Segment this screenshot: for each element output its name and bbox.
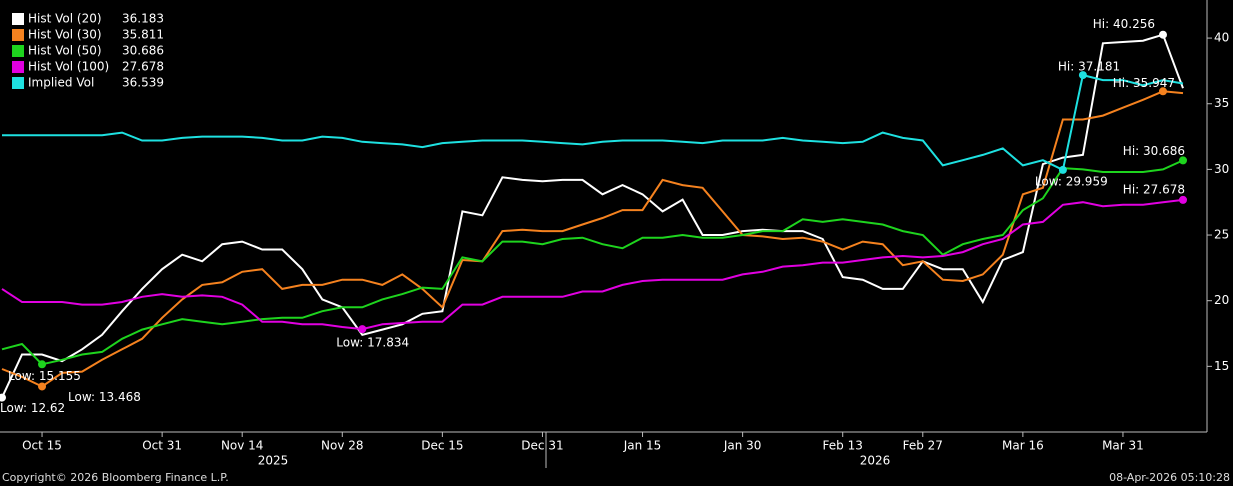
legend-swatch: [12, 29, 24, 41]
extreme-marker: [38, 382, 47, 391]
x-tick-label: Jan 30: [723, 439, 762, 453]
extreme-marker: [0, 393, 6, 402]
x-tick-label: Jan 15: [623, 439, 662, 453]
extreme-label: Hi: 37.181: [1058, 60, 1120, 74]
extreme-label: Hi: 35.947: [1113, 76, 1175, 90]
x-tick-label: Mar 16: [1002, 439, 1044, 453]
extreme-marker: [358, 325, 367, 334]
legend-value: 35.811: [122, 28, 164, 42]
legend-swatch: [12, 77, 24, 89]
extreme-marker: [1158, 87, 1167, 96]
series-line: [1, 159, 1184, 366]
extreme-label: Low: 29.959: [1035, 174, 1108, 188]
extreme-label: Low: 13.468: [68, 390, 141, 404]
y-tick-label: 30: [1214, 162, 1229, 176]
y-tick-label: 25: [1214, 228, 1229, 242]
series-line: [1, 33, 1184, 399]
legend-value: 27.678: [122, 60, 164, 74]
legend-name: Hist Vol (30): [28, 28, 102, 42]
x-tick-label: Nov 14: [221, 439, 264, 453]
x-tick-label: Dec 31: [521, 439, 563, 453]
legend-value: 36.183: [122, 12, 164, 26]
y-tick-label: 20: [1214, 293, 1229, 307]
extreme-label: Hi: 30.686: [1123, 144, 1185, 158]
x-tick-label: Dec 15: [421, 439, 463, 453]
y-tick-label: 15: [1214, 359, 1229, 373]
year-label: 2026: [860, 454, 891, 468]
extreme-marker: [1058, 165, 1067, 174]
legend-value: 30.686: [122, 44, 164, 58]
extreme-label: Low: 12.62: [0, 401, 65, 415]
extreme-marker: [38, 360, 47, 369]
extreme-marker: [1179, 156, 1187, 165]
copyright: Copyright© 2026 Bloomberg Finance L.P.: [2, 471, 229, 484]
y-tick-label: 35: [1214, 96, 1229, 110]
extreme-marker: [1078, 71, 1087, 80]
legend-box: [0, 8, 166, 94]
x-tick-label: Feb 27: [903, 439, 943, 453]
legend-name: Implied Vol: [28, 76, 94, 90]
series-line: [2, 73, 1184, 172]
legend-swatch: [12, 45, 24, 57]
legend-value: 36.539: [122, 76, 164, 90]
extreme-marker: [1179, 195, 1187, 204]
legend-swatch: [12, 61, 24, 73]
x-tick-label: Feb 13: [823, 439, 863, 453]
series-line: [1, 198, 1184, 331]
timestamp: 08-Apr-2026 05:10:28: [1109, 471, 1230, 484]
extreme-label: Low: 17.834: [336, 336, 409, 350]
legend-name: Hist Vol (20): [28, 12, 102, 26]
extreme-marker: [1158, 30, 1167, 39]
extreme-label: Low: 15.155: [8, 369, 81, 383]
x-tick-label: Oct 31: [142, 439, 182, 453]
x-tick-label: Mar 31: [1102, 439, 1144, 453]
year-label: 2025: [258, 454, 289, 468]
legend-swatch: [12, 13, 24, 25]
legend-name: Hist Vol (50): [28, 44, 102, 58]
y-tick-label: 40: [1214, 31, 1229, 45]
extreme-label: Hi: 40.256: [1093, 17, 1155, 31]
x-tick-label: Nov 28: [321, 439, 364, 453]
extreme-label: Hi: 27.678: [1123, 182, 1185, 196]
legend-name: Hist Vol (100): [28, 60, 109, 74]
x-tick-label: Oct 15: [22, 439, 62, 453]
series-line: [1, 90, 1184, 388]
